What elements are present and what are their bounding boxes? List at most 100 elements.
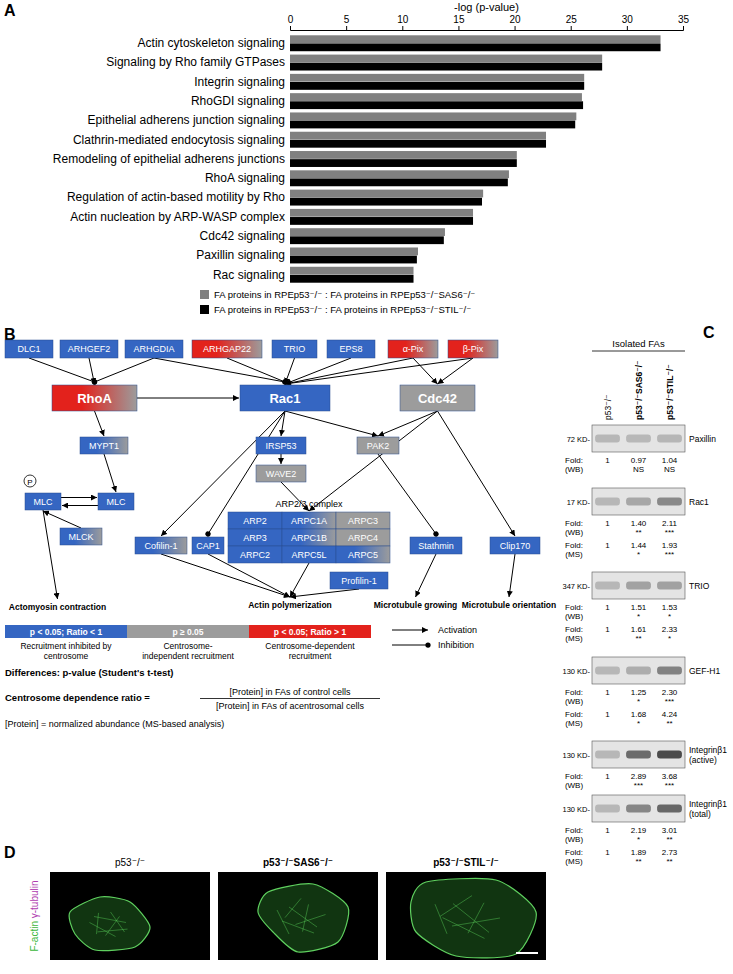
significance: * — [637, 612, 640, 621]
fold-value: 2.89 — [631, 772, 647, 781]
axis-line — [291, 26, 684, 31]
actin-fiber — [468, 903, 484, 933]
tick: 5 — [344, 14, 350, 30]
panel-label: A — [4, 2, 16, 19]
tick-label: Epithelial adherens junction signaling — [88, 113, 285, 127]
method-label: (MS) — [565, 719, 583, 728]
fold-value: 0.97 — [631, 456, 647, 465]
significance: *** — [665, 697, 674, 706]
band — [595, 582, 620, 590]
fold-value: 1 — [605, 456, 610, 465]
fold-value: 2.33 — [662, 625, 678, 634]
bar — [290, 74, 584, 82]
blot-header: Isolated FAs — [612, 338, 665, 349]
edge — [378, 411, 438, 436]
complex-member-label: ARPC1A — [291, 516, 327, 526]
legend-swatch — [127, 625, 249, 638]
tick-label: 20 — [510, 14, 522, 25]
bar — [290, 236, 444, 244]
tick: Regulation of actin-based motility by Rh… — [67, 190, 287, 204]
note: Centrosome dependence ratio = — [5, 692, 150, 703]
edge — [509, 554, 515, 597]
tick-label: Remodeling of epithelial adherens juncti… — [53, 152, 285, 166]
phospho-mark — [24, 475, 36, 487]
bar — [290, 121, 575, 129]
tick: 35 — [678, 14, 690, 30]
y-axis: Actin cytoskeleton signalingSignaling by… — [53, 36, 287, 281]
channel-label: γ-tubulin — [29, 880, 40, 921]
edge — [309, 411, 438, 511]
node-box — [357, 437, 399, 454]
complex-member-label: ARPC2 — [240, 550, 270, 560]
image-title: p53⁻/⁻STIL⁻/⁻ — [433, 857, 499, 868]
edge — [62, 505, 98, 506]
fold-label: Fold: — [565, 541, 583, 550]
note: Differences: p-value (Student's t-test) — [5, 667, 174, 678]
node-label: IRSP53 — [265, 441, 296, 451]
band — [657, 582, 682, 590]
protein-label: Integrinβ1 — [689, 745, 727, 755]
note: [Protein] = normalized abundance (MS-bas… — [5, 719, 224, 729]
significance: *** — [665, 781, 674, 790]
significance: NS — [664, 465, 675, 474]
tick: Remodeling of epithelial adherens juncti… — [53, 152, 287, 166]
fraction-denominator: [Protein] in FAs of acentrosomal cells — [216, 701, 365, 711]
node-box — [256, 465, 306, 482]
node-box — [52, 385, 137, 411]
bars — [290, 35, 661, 282]
actin-fiber — [285, 898, 301, 917]
method-label: (MS) — [565, 550, 583, 559]
node-label: TRIO — [284, 344, 306, 354]
significance: * — [637, 719, 640, 728]
legend-arrow — [392, 630, 428, 631]
edge — [285, 358, 413, 384]
node-box — [272, 340, 317, 358]
band — [595, 751, 620, 759]
fold-value: 1.44 — [631, 541, 647, 550]
fold-value: 4.24 — [662, 710, 678, 719]
tick-label: 25 — [566, 14, 578, 25]
tick-label: 30 — [622, 14, 634, 25]
node-box — [330, 572, 388, 589]
pathway-diagram: DLC1ARHGEF2ARHGDIAARHGAP22TRIOEPS8α-Pixβ… — [5, 340, 556, 729]
node-box — [448, 340, 498, 358]
complex-member-label: ARPC5L — [291, 550, 326, 560]
cell — [411, 878, 537, 958]
node-label: Cdc42 — [418, 391, 457, 406]
size-label: 130 KD- — [562, 751, 590, 760]
protein-label: (active) — [689, 755, 717, 765]
tick: 15 — [453, 14, 465, 30]
tick-label: Signaling by Rho family GTPases — [106, 55, 285, 69]
band — [657, 435, 682, 443]
complex-member-label: ARP3 — [243, 533, 267, 543]
band — [595, 435, 620, 443]
bar — [290, 112, 576, 120]
protein-label: TRIO — [689, 581, 710, 591]
blots: Isolated FAsp53⁻/⁻p53⁻/⁻SAS6⁻/⁻p53⁻/⁻STI… — [562, 338, 727, 866]
actin-fiber — [443, 918, 485, 939]
fold-value: 3.01 — [662, 826, 678, 835]
node-label: MLC — [106, 497, 126, 507]
band — [657, 667, 682, 675]
node-label: MLC — [33, 497, 53, 507]
fold-value: 2.19 — [631, 826, 647, 835]
node-box — [135, 537, 187, 554]
node-box — [60, 340, 118, 358]
complex-label: ARP2/3 complex — [275, 499, 343, 509]
blot — [592, 741, 685, 768]
node-box — [80, 437, 128, 454]
band — [626, 805, 651, 813]
fold-label: Fold: — [565, 826, 583, 835]
fold-value: 1 — [605, 710, 610, 719]
bar — [290, 209, 473, 217]
tick-label: 0 — [288, 14, 294, 25]
blot — [592, 572, 685, 599]
bar — [290, 43, 661, 51]
tick-mark — [346, 26, 347, 30]
actin-fiber — [452, 918, 500, 926]
band — [626, 667, 651, 675]
size-label: 17 KD- — [567, 498, 591, 507]
image-title: p53⁻/⁻SAS6⁻/⁻ — [263, 857, 333, 868]
band — [657, 498, 682, 506]
fold-label: Fold: — [565, 603, 583, 612]
